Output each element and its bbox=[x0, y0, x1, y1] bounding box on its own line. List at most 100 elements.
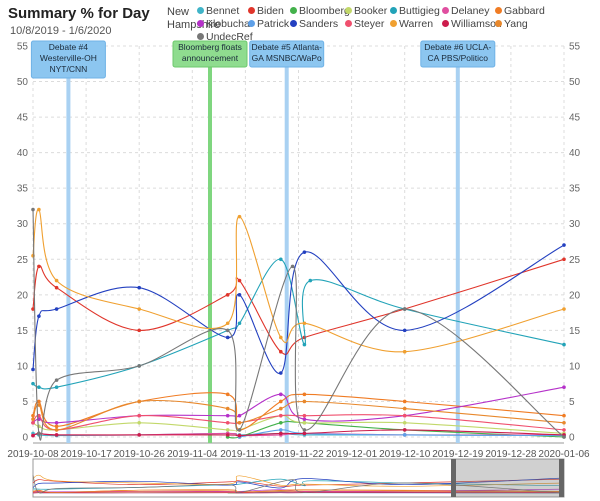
legend-dot bbox=[197, 33, 204, 40]
y-tick-label-left: 15 bbox=[17, 326, 29, 337]
data-point-sanders bbox=[225, 335, 230, 340]
legend-item-gabbard[interactable]: Gabbard bbox=[495, 5, 545, 17]
series-line-williamson bbox=[32, 429, 565, 437]
data-point-undecref bbox=[402, 307, 407, 311]
legend-label: Williamson bbox=[451, 18, 502, 30]
data-point-gabbard bbox=[562, 413, 566, 418]
series-line-yang bbox=[32, 399, 565, 431]
legend-item-yang[interactable]: Yang bbox=[495, 18, 528, 30]
data-point-steyer bbox=[137, 413, 141, 418]
data-point-warren bbox=[37, 207, 41, 212]
data-point-steyer bbox=[279, 413, 283, 418]
legend-label: Bloomberg bbox=[299, 5, 350, 17]
event-label: Westerville-OH bbox=[40, 53, 97, 63]
legend-item-bloomberg[interactable]: Bloomberg bbox=[290, 5, 350, 17]
data-point-williamson bbox=[237, 433, 242, 438]
data-point-biden bbox=[279, 349, 283, 354]
x-tick-label: 2019-10-17 bbox=[61, 449, 113, 460]
y-tick-label-right: 35 bbox=[569, 184, 581, 195]
legend-item-williamson[interactable]: Williamson bbox=[442, 18, 502, 30]
data-point-patrick bbox=[279, 428, 283, 432]
legend-dot bbox=[345, 20, 352, 27]
data-point-warren bbox=[237, 214, 242, 219]
legend-item-warren[interactable]: Warren bbox=[390, 18, 433, 30]
series-line-booker bbox=[32, 415, 565, 434]
legend-item-klobuchar[interactable]: Klobuchar bbox=[197, 18, 253, 30]
data-point-booker bbox=[402, 420, 407, 425]
data-point-booker bbox=[137, 420, 141, 425]
legend-label: Buttigieg bbox=[399, 5, 440, 17]
data-point-biden bbox=[237, 278, 242, 283]
legend-dot bbox=[442, 20, 449, 27]
legend-label: Sanders bbox=[299, 18, 339, 30]
data-point-yang bbox=[302, 399, 307, 404]
legend-label: Klobuchar bbox=[206, 18, 254, 30]
legend-item-patrick[interactable]: Patrick bbox=[248, 18, 289, 30]
data-point-buttigieg bbox=[562, 342, 566, 347]
legend-item-bennet[interactable]: Bennet bbox=[197, 5, 239, 17]
data-point-williamson bbox=[402, 428, 407, 432]
data-point-warren bbox=[137, 307, 141, 311]
event-label: Debate #5 Atlanta- bbox=[251, 42, 322, 52]
data-point-steyer bbox=[225, 420, 230, 425]
y-tick-label-left: 30 bbox=[17, 219, 29, 230]
data-point-williamson bbox=[54, 433, 59, 437]
y-tick-label-right: 55 bbox=[569, 42, 581, 53]
y-tick-label-right: 10 bbox=[569, 361, 581, 372]
data-point-biden bbox=[54, 285, 59, 290]
data-point-klobuchar bbox=[562, 385, 566, 390]
x-tick-label: 2020-01-06 bbox=[538, 449, 590, 460]
event-box bbox=[30, 40, 106, 79]
legend-item-biden[interactable]: Biden bbox=[248, 5, 284, 17]
legend-dot bbox=[290, 20, 297, 27]
data-point-buttigieg bbox=[237, 321, 242, 326]
chart-title: Summary % for Day bbox=[8, 5, 150, 22]
legend-label: Biden bbox=[257, 5, 284, 17]
overview-line-sanders bbox=[32, 477, 565, 489]
legend-label: Steyer bbox=[354, 18, 385, 30]
legend-item-booker[interactable]: Booker bbox=[345, 5, 387, 17]
overview-handle-left[interactable] bbox=[451, 459, 456, 497]
x-tick-label: 2019-12-28 bbox=[485, 449, 537, 460]
y-tick-label-right: 40 bbox=[569, 148, 581, 159]
legend-label: UndecRef bbox=[206, 31, 253, 43]
legend-item-sanders[interactable]: Sanders bbox=[290, 18, 338, 30]
data-point-sanders bbox=[31, 367, 35, 372]
data-point-klobuchar bbox=[225, 413, 230, 418]
event-label: GA MSNBC/WaPo bbox=[252, 53, 322, 63]
legend-item-undecref[interactable]: UndecRef bbox=[197, 31, 253, 43]
data-point-warren bbox=[402, 349, 407, 354]
data-point-sanders bbox=[37, 314, 41, 318]
overview-handle-right[interactable] bbox=[559, 459, 564, 497]
overview-line-undecref bbox=[32, 475, 565, 494]
legend-item-steyer[interactable]: Steyer bbox=[345, 18, 384, 30]
y-tick-label-left: 0 bbox=[22, 433, 28, 444]
data-point-undecref bbox=[237, 428, 242, 432]
legend-item-delaney[interactable]: Delaney bbox=[442, 5, 490, 17]
data-point-yang bbox=[37, 403, 41, 407]
data-point-undecref bbox=[562, 435, 566, 439]
event-box bbox=[249, 40, 325, 68]
y-tick-label-right: 15 bbox=[569, 326, 581, 337]
data-point-steyer bbox=[31, 420, 35, 425]
data-point-yang bbox=[402, 406, 407, 411]
legend-item-buttigieg[interactable]: Buttigieg bbox=[390, 5, 440, 17]
x-tick-label: 2019-11-13 bbox=[220, 449, 271, 460]
data-point-patrick bbox=[402, 433, 407, 437]
y-tick-label-right: 30 bbox=[569, 219, 581, 230]
x-tick-label: 2019-12-01 bbox=[326, 449, 378, 460]
event-box bbox=[172, 40, 248, 68]
legend-dot bbox=[495, 20, 502, 27]
legend-dot bbox=[248, 20, 255, 27]
data-point-sanders bbox=[302, 250, 307, 254]
data-point-sanders bbox=[54, 307, 59, 311]
data-point-gabbard bbox=[302, 392, 307, 397]
data-point-sanders bbox=[562, 243, 566, 247]
data-point-biden bbox=[225, 293, 230, 297]
event-box bbox=[420, 40, 496, 68]
series-line-warren bbox=[32, 208, 565, 353]
legend-dot bbox=[390, 7, 397, 14]
data-point-yang bbox=[279, 406, 283, 411]
data-point-undecref bbox=[137, 364, 141, 368]
